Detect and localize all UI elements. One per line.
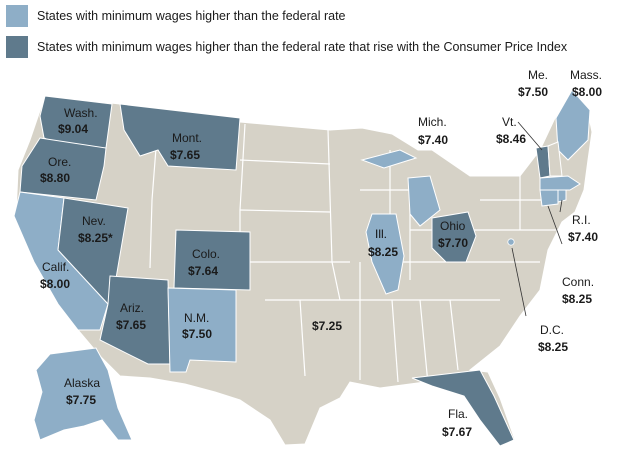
legend-item-higher: States with minimum wages higher than th… — [6, 4, 567, 28]
label-colo-name: Colo. — [192, 247, 220, 261]
label-nev-name: Nev. — [82, 214, 106, 228]
label-nm-name: N.M. — [184, 311, 209, 325]
state-arizona — [99, 275, 171, 365]
label-mont-name: Mont. — [172, 131, 202, 145]
label-mass-wage: $8.00 — [572, 85, 602, 99]
state-connecticut — [539, 189, 559, 207]
state-illinois — [365, 213, 405, 295]
label-alaska-wage: $7.75 — [66, 393, 96, 407]
label-calif-name: Calif. — [42, 260, 69, 274]
leader-lines — [511, 121, 563, 317]
label-alaska-name: Alaska — [64, 376, 100, 390]
label-mich-wage: $7.40 — [418, 133, 448, 147]
label-mont-wage: $7.65 — [170, 148, 200, 162]
label-ore-name: Ore. — [48, 155, 71, 169]
label-conn-name: Conn. — [562, 275, 594, 289]
label-vt-wage: $8.46 — [496, 132, 526, 146]
legend-swatch-higher — [6, 5, 28, 27]
label-ill-name: Ill. — [375, 227, 387, 241]
label-ore-wage: $8.80 — [40, 171, 70, 185]
state-michigan — [360, 149, 441, 227]
label-fla-name: Fla. — [448, 407, 468, 421]
legend-item-higher-cpi: States with minimum wages higher than th… — [6, 35, 567, 59]
legend-label-higher: States with minimum wages higher than th… — [37, 9, 346, 23]
label-dc-name: D.C. — [540, 323, 564, 337]
label-ariz-wage: $7.65 — [116, 318, 146, 332]
legend: States with minimum wages higher than th… — [6, 4, 567, 66]
state-montana — [119, 103, 241, 171]
legend-swatch-higher-cpi — [6, 36, 28, 58]
label-me-name: Me. — [528, 68, 548, 82]
label-wash-wage: $9.04 — [58, 122, 88, 136]
label-me-wage: $7.50 — [518, 85, 548, 99]
label-federal-rate: $7.25 — [312, 319, 342, 333]
state-alaska — [33, 347, 133, 441]
label-fla-wage: $7.67 — [442, 425, 472, 439]
label-wash-name: Wash. — [64, 106, 98, 120]
label-ri-name: R.I. — [572, 213, 591, 227]
label-calif-wage: $8.00 — [40, 277, 70, 291]
label-dc-wage: $8.25 — [538, 340, 568, 354]
label-nm-wage: $7.50 — [182, 327, 212, 341]
label-nev-wage: $8.25* — [78, 231, 113, 245]
label-vt-name: Vt. — [502, 115, 517, 129]
label-ohio-wage: $7.70 — [438, 236, 468, 250]
legend-label-higher-cpi: States with minimum wages higher than th… — [37, 40, 568, 54]
state-ohio — [431, 211, 477, 263]
state-rhode-island — [557, 189, 567, 203]
state-florida — [411, 369, 515, 447]
state-new-mexico — [167, 287, 237, 373]
label-ariz-name: Ariz. — [120, 301, 144, 315]
state-oregon — [19, 137, 107, 201]
label-colo-wage: $7.64 — [188, 264, 218, 278]
label-ri-wage: $7.40 — [568, 230, 598, 244]
label-conn-wage: $8.25 — [562, 292, 592, 306]
label-ill-wage: $8.25 — [368, 245, 398, 259]
state-colorado — [173, 229, 251, 291]
label-mich-name: Mich. — [418, 115, 447, 129]
label-mass-name: Mass. — [570, 68, 602, 82]
state-massachusetts — [539, 175, 581, 191]
state-labels: Wash. $9.04 Ore. $8.80 Calif. $8.00 Nev.… — [40, 68, 602, 439]
label-ohio-name: Ohio — [440, 219, 466, 233]
dc-marker — [507, 238, 515, 246]
